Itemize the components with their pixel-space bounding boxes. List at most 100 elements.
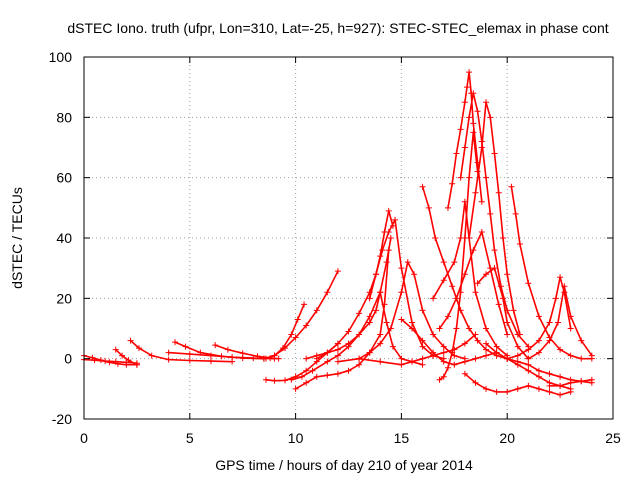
y-tick-label: 100 <box>49 49 73 65</box>
data-point <box>387 325 394 332</box>
data-point <box>487 210 494 217</box>
y-tick-label: -20 <box>52 411 72 427</box>
data-point <box>432 235 439 241</box>
data-point <box>449 180 456 187</box>
x-tick-label: 25 <box>605 430 621 446</box>
series-line <box>368 219 445 360</box>
data-point <box>436 325 443 332</box>
data-point <box>292 334 299 341</box>
data-point <box>383 319 390 326</box>
data-point <box>366 319 373 326</box>
data-point <box>419 183 426 190</box>
data-point <box>377 358 384 365</box>
series-line <box>114 348 138 366</box>
data-point <box>171 339 178 346</box>
data-point <box>430 295 437 302</box>
data-point <box>127 337 134 344</box>
data-point <box>567 388 574 395</box>
data-point <box>461 99 468 106</box>
data-point <box>275 355 282 362</box>
data-point <box>504 331 511 338</box>
data-point <box>483 352 490 359</box>
y-tick-label: 80 <box>56 109 72 125</box>
data-point <box>495 301 502 308</box>
data-point <box>457 174 464 181</box>
data-point <box>282 345 289 352</box>
data-point <box>389 343 396 350</box>
data-point <box>294 316 301 323</box>
data-point <box>472 355 479 362</box>
data-point <box>554 319 561 326</box>
data-point <box>271 352 278 359</box>
data-point <box>440 373 447 380</box>
data-point <box>345 367 352 374</box>
data-point <box>425 204 432 211</box>
data-series <box>461 370 574 398</box>
data-point <box>254 353 261 360</box>
data-series <box>260 268 341 362</box>
data-point <box>133 361 140 368</box>
data-point <box>430 331 437 338</box>
data-point <box>404 259 411 266</box>
data-point <box>466 174 473 181</box>
data-point <box>491 265 498 272</box>
data-point <box>466 325 473 332</box>
data-point <box>557 373 564 380</box>
data-point <box>408 358 415 365</box>
series-line <box>263 270 339 360</box>
data-series <box>508 183 595 362</box>
data-point <box>398 355 405 362</box>
data-point <box>451 361 458 368</box>
series-line <box>358 333 477 366</box>
series-line <box>527 285 593 360</box>
data-point <box>461 340 468 347</box>
data-point <box>301 301 308 308</box>
data-point <box>224 346 231 353</box>
data-point <box>419 355 426 362</box>
data-point <box>461 370 468 377</box>
data-point <box>313 373 320 380</box>
data-point <box>483 340 490 347</box>
data-point <box>440 277 447 284</box>
data-series <box>112 346 140 368</box>
data-point <box>324 372 331 379</box>
data-point <box>453 325 460 332</box>
data-point <box>578 355 585 362</box>
data-point <box>449 283 456 290</box>
data-point <box>398 361 405 368</box>
data-point <box>334 346 341 353</box>
data-point <box>461 271 468 278</box>
data-point <box>356 361 363 368</box>
data-point <box>419 361 426 368</box>
data-point <box>466 69 473 76</box>
data-point <box>379 247 386 254</box>
data-point <box>288 376 295 383</box>
data-point <box>324 358 331 365</box>
data-point <box>408 325 415 332</box>
data-point <box>313 307 320 314</box>
data-point <box>440 343 447 350</box>
data-point <box>516 331 523 338</box>
data-point <box>444 204 451 211</box>
data-point <box>491 150 498 157</box>
data-point <box>411 271 418 278</box>
data-point <box>546 319 553 326</box>
data-point <box>546 370 553 377</box>
data-point <box>504 319 511 326</box>
data-point <box>419 337 426 344</box>
data-point <box>262 376 269 383</box>
data-point <box>309 367 316 374</box>
data-point <box>557 274 564 281</box>
data-point <box>334 352 341 359</box>
data-series <box>546 376 595 389</box>
data-series <box>444 69 485 211</box>
data-point <box>499 295 506 302</box>
data-point <box>345 340 352 347</box>
data-point <box>516 241 523 248</box>
data-point <box>453 150 460 157</box>
data-point <box>373 307 380 314</box>
chart-title: dSTEC Iono. truth (ufpr, Lon=310, Lat=-2… <box>67 20 608 36</box>
data-point <box>472 189 479 196</box>
data-point <box>578 378 585 385</box>
